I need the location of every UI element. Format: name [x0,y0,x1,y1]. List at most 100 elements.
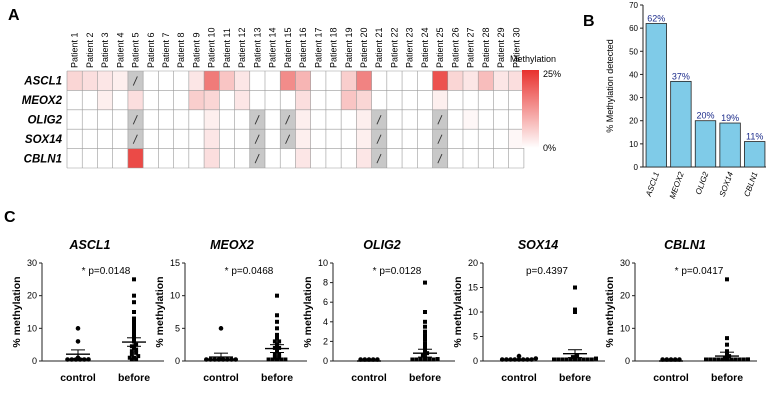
cell-olig2-patient-18 [325,109,342,130]
plot-title-cbln1: CBLN1 [664,238,706,252]
cell-cbln1-patient-23 [402,148,418,168]
data-point-before [581,357,586,362]
plot-y-tick-label: 30 [620,258,630,268]
data-point-before [741,357,746,362]
cell-ascl1-patient-13 [249,71,265,91]
data-point-control [204,357,209,362]
data-point-before [435,357,440,362]
column-label-patient-21: Patient 21 [374,27,384,68]
bar-y-tick-label: 0 [634,163,639,172]
cell-meox2-patient-25 [432,90,448,110]
plot-y-tick-label: 10 [170,291,180,301]
data-point-before [577,357,582,362]
cell-olig2-patient-6 [143,109,159,130]
data-point-before [423,280,427,285]
data-point-before [283,357,288,362]
cell-sox14-patient-12 [234,129,250,149]
cell-meox2-patient-28 [478,90,494,110]
plot-y-tick-label: 8 [323,278,328,288]
methylation-detected-bar-chart: 0 10 20 30 40 50 60 70 % Methylation detected 62%… [605,1,766,200]
cell-olig2-patient-14 [264,109,281,130]
cell-ascl1-patient-21 [371,71,387,91]
column-label-patient-9: Patient 9 [191,32,201,68]
bar-y-tick-label: 30 [629,94,638,103]
plot-y-tick-label: 15 [170,258,180,268]
data-point-before [712,357,717,362]
data-point-before [277,352,282,357]
data-point-before [564,357,569,362]
column-label-patient-11: Patient 11 [222,28,232,68]
cell-olig2-patient-27 [462,109,479,130]
data-point-before [134,347,139,352]
cell-cbln1-patient-7 [158,148,174,168]
data-point-before [423,357,427,362]
bar-y-tick-label: 60 [629,24,638,33]
cell-cbln1-patient-22 [386,148,403,168]
data-point-before [423,324,427,329]
plot-y-tick-label: 0 [323,356,328,366]
plot-y-tick-label: 10 [468,307,478,317]
cell-olig2-patient-26 [447,109,463,130]
cell-sox14-patient-11 [219,129,235,149]
cell-ascl1-patient-16 [295,71,311,91]
cell-meox2-patient-9 [188,90,205,110]
cell-olig2-patient-11 [219,109,235,130]
cell-meox2-patient-20 [356,90,372,110]
cell-ascl1-patient-6 [143,71,159,91]
column-label-patient-10: Patient 10 [207,27,217,68]
column-label-patient-3: Patient 3 [100,32,110,68]
data-point-before [573,310,577,314]
panel-label-a: A [8,7,20,24]
data-point-before [423,337,427,342]
p-value-label: p=0.4397 [526,266,568,277]
cell-sox14-patient-6 [143,129,159,149]
data-point-before [275,293,279,298]
category-label-control: control [351,372,387,384]
column-label-patient-28: Patient 28 [481,27,491,68]
cell-cbln1-patient-27 [462,148,479,168]
cell-sox14-patient-17 [310,129,326,149]
cell-meox2-patient-22 [386,90,403,110]
cell-cbln1-patient-2 [82,148,98,168]
cell-sox14-patient-15-na-mark [285,134,291,144]
plot-y-axis-title: % methylation [302,276,314,347]
cell-sox14-patient-30 [508,129,524,149]
dot-plot-meox2: MEOX2 0 5 10 15 % methylation control before * p… [154,238,307,384]
bar-value-label-olig2: 20% [696,111,714,121]
cell-cbln1-patient-30 [508,148,524,168]
plot-title-meox2: MEOX2 [210,238,254,252]
column-label-patient-16: Patient 16 [298,27,308,68]
category-label-control: control [203,372,239,384]
data-point-before [275,336,279,341]
data-point-before [573,307,577,312]
cell-ascl1-patient-3 [97,71,113,91]
legend-title: Methylation [510,54,556,64]
data-point-before [132,332,136,337]
plot-y-tick-label: 10 [27,323,37,333]
data-point-before [418,357,423,362]
data-point-before [275,313,279,318]
row-label-meox2: MEOX2 [22,95,63,107]
cell-ascl1-patient-15 [280,71,296,91]
dot-plot-olig2: OLIG2 0 2 4 6 8 10 % methylation control before * … [302,238,455,384]
dot-plot-cbln1: CBLN1 0 10 20 30 % methylation control before * … [604,238,757,384]
cell-meox2-patient-3 [97,90,113,110]
cell-cbln1-patient-25-na-mark [437,153,443,164]
plot-y-tick-label: 5 [473,332,478,342]
cell-sox14-patient-10 [204,129,220,149]
data-point-before [423,310,427,314]
plot-y-tick-label: 2 [323,336,328,346]
data-point-before [129,349,134,354]
column-label-patient-18: Patient 18 [329,27,339,68]
cell-cbln1-patient-9 [188,148,205,168]
bar-y-tick-label: 40 [629,70,638,79]
cell-olig2-patient-22 [386,109,403,130]
cell-meox2-patient-19 [341,90,357,110]
cell-olig2-patient-8 [173,109,189,130]
plot-y-tick-label: 0 [473,356,478,366]
plot-y-tick-label: 0 [32,356,37,366]
cell-olig2-patient-24 [417,109,433,130]
bar-value-label-sox14: 19% [721,113,739,123]
bar-y-tick-label: 70 [629,1,638,10]
bar-sox14 [719,122,741,168]
